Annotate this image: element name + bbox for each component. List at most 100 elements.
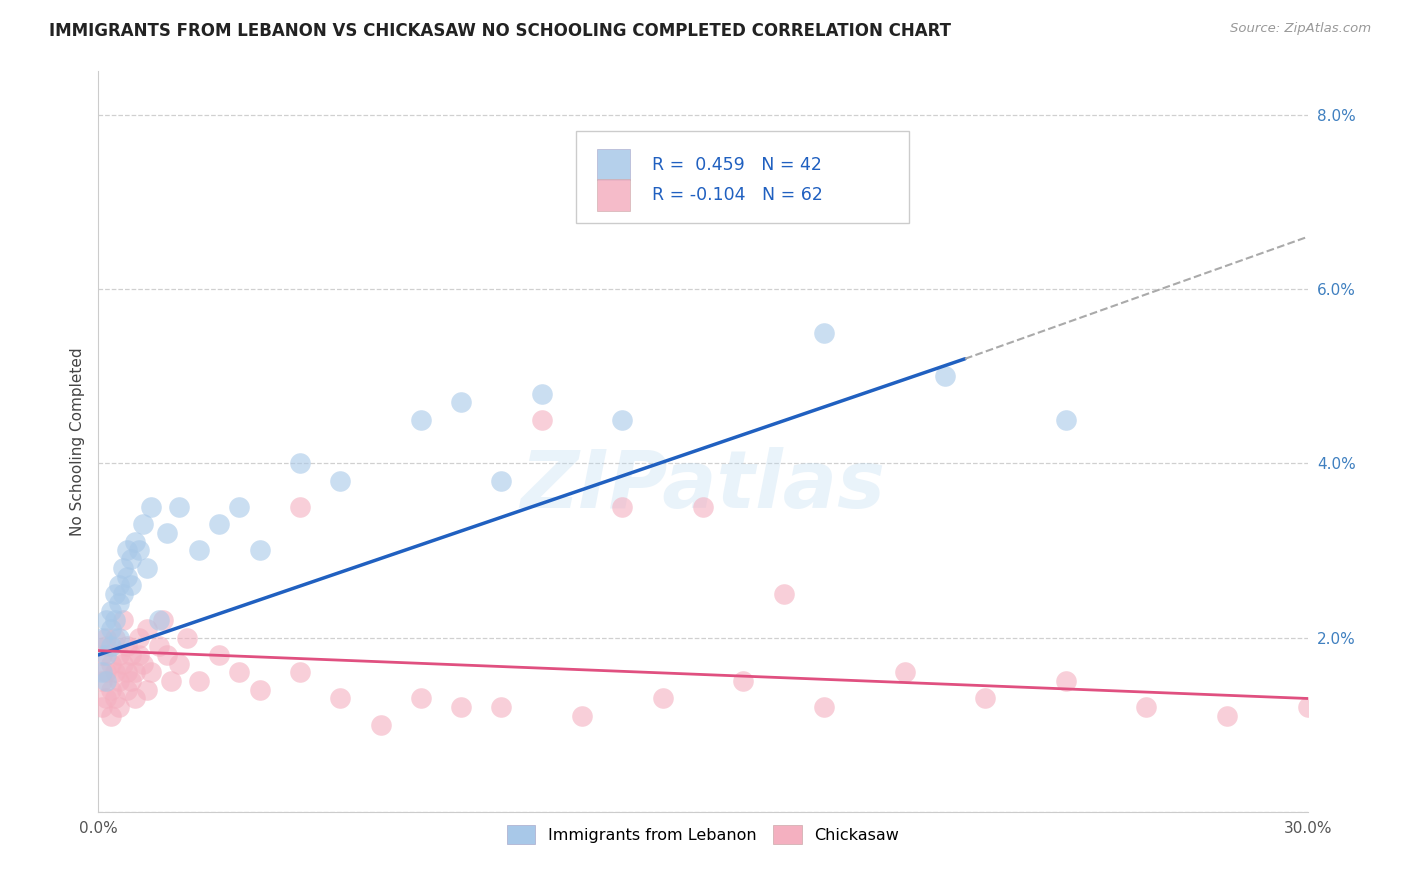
Point	[120, 578, 142, 592]
Point	[120, 674, 142, 689]
Point	[107, 596, 129, 610]
Point	[139, 500, 162, 514]
Point	[103, 665, 125, 680]
Point	[115, 639, 138, 653]
Point	[148, 613, 170, 627]
Text: R =  0.459   N = 42: R = 0.459 N = 42	[652, 155, 823, 174]
Point	[160, 674, 183, 689]
Point	[934, 369, 956, 384]
Point	[612, 500, 634, 514]
Text: IMMIGRANTS FROM LEBANON VS CHICKASAW NO SCHOOLING COMPLETED CORRELATION CHART: IMMIGRANTS FROM LEBANON VS CHICKASAW NO …	[49, 22, 952, 40]
Text: Source: ZipAtlas.com: Source: ZipAtlas.com	[1230, 22, 1371, 36]
Point	[120, 648, 142, 662]
Point	[107, 700, 129, 714]
Point	[100, 604, 122, 618]
Point	[772, 587, 794, 601]
Point	[288, 500, 311, 514]
Point	[103, 691, 125, 706]
Point	[128, 648, 150, 662]
Point	[96, 691, 118, 706]
Point	[249, 543, 271, 558]
Point	[208, 648, 231, 662]
Point	[571, 709, 593, 723]
Point	[91, 648, 114, 662]
Point	[813, 326, 835, 340]
Point	[692, 500, 714, 514]
Point	[128, 631, 150, 645]
Point	[120, 552, 142, 566]
Point	[107, 648, 129, 662]
Point	[91, 700, 114, 714]
FancyBboxPatch shape	[576, 130, 908, 223]
Point	[176, 631, 198, 645]
Point	[124, 665, 146, 680]
Point	[1054, 413, 1077, 427]
Point	[156, 526, 179, 541]
Y-axis label: No Schooling Completed: No Schooling Completed	[69, 347, 84, 536]
Point	[491, 700, 513, 714]
Point	[135, 561, 157, 575]
Point	[530, 386, 553, 401]
Point	[115, 543, 138, 558]
Point	[111, 561, 134, 575]
Point	[409, 413, 432, 427]
Text: ZIPatlas: ZIPatlas	[520, 447, 886, 525]
Point	[156, 648, 179, 662]
Point	[491, 474, 513, 488]
Point	[107, 578, 129, 592]
Point	[111, 613, 134, 627]
Point	[974, 691, 997, 706]
Point	[228, 500, 250, 514]
Point	[91, 631, 114, 645]
Point	[96, 639, 118, 653]
Point	[132, 657, 155, 671]
Point	[96, 613, 118, 627]
Point	[188, 674, 211, 689]
Point	[148, 639, 170, 653]
Point	[228, 665, 250, 680]
Point	[91, 665, 114, 680]
Point	[329, 474, 352, 488]
Point	[111, 657, 134, 671]
Point	[111, 587, 134, 601]
Point	[288, 456, 311, 470]
Point	[100, 682, 122, 697]
Point	[91, 674, 114, 689]
Point	[96, 674, 118, 689]
Point	[152, 613, 174, 627]
Point	[124, 534, 146, 549]
Point	[813, 700, 835, 714]
Point	[128, 543, 150, 558]
Point	[96, 648, 118, 662]
Point	[692, 152, 714, 166]
Point	[96, 665, 118, 680]
Point	[103, 613, 125, 627]
Point	[100, 639, 122, 653]
Point	[115, 569, 138, 583]
Point	[96, 631, 118, 645]
Point	[1296, 700, 1319, 714]
Point	[1135, 700, 1157, 714]
Point	[733, 674, 755, 689]
Point	[409, 691, 432, 706]
Point	[249, 682, 271, 697]
Point	[167, 500, 190, 514]
Point	[1054, 674, 1077, 689]
Point	[135, 622, 157, 636]
Point	[107, 674, 129, 689]
Point	[100, 657, 122, 671]
Point	[1216, 709, 1239, 723]
Point	[530, 413, 553, 427]
Point	[651, 691, 673, 706]
Point	[612, 413, 634, 427]
Point	[124, 691, 146, 706]
Point	[115, 665, 138, 680]
Point	[103, 587, 125, 601]
Point	[288, 665, 311, 680]
Text: R = -0.104   N = 62: R = -0.104 N = 62	[652, 186, 823, 204]
Point	[167, 657, 190, 671]
Point	[188, 543, 211, 558]
Point	[893, 665, 915, 680]
Point	[100, 709, 122, 723]
Bar	[596, 149, 630, 180]
